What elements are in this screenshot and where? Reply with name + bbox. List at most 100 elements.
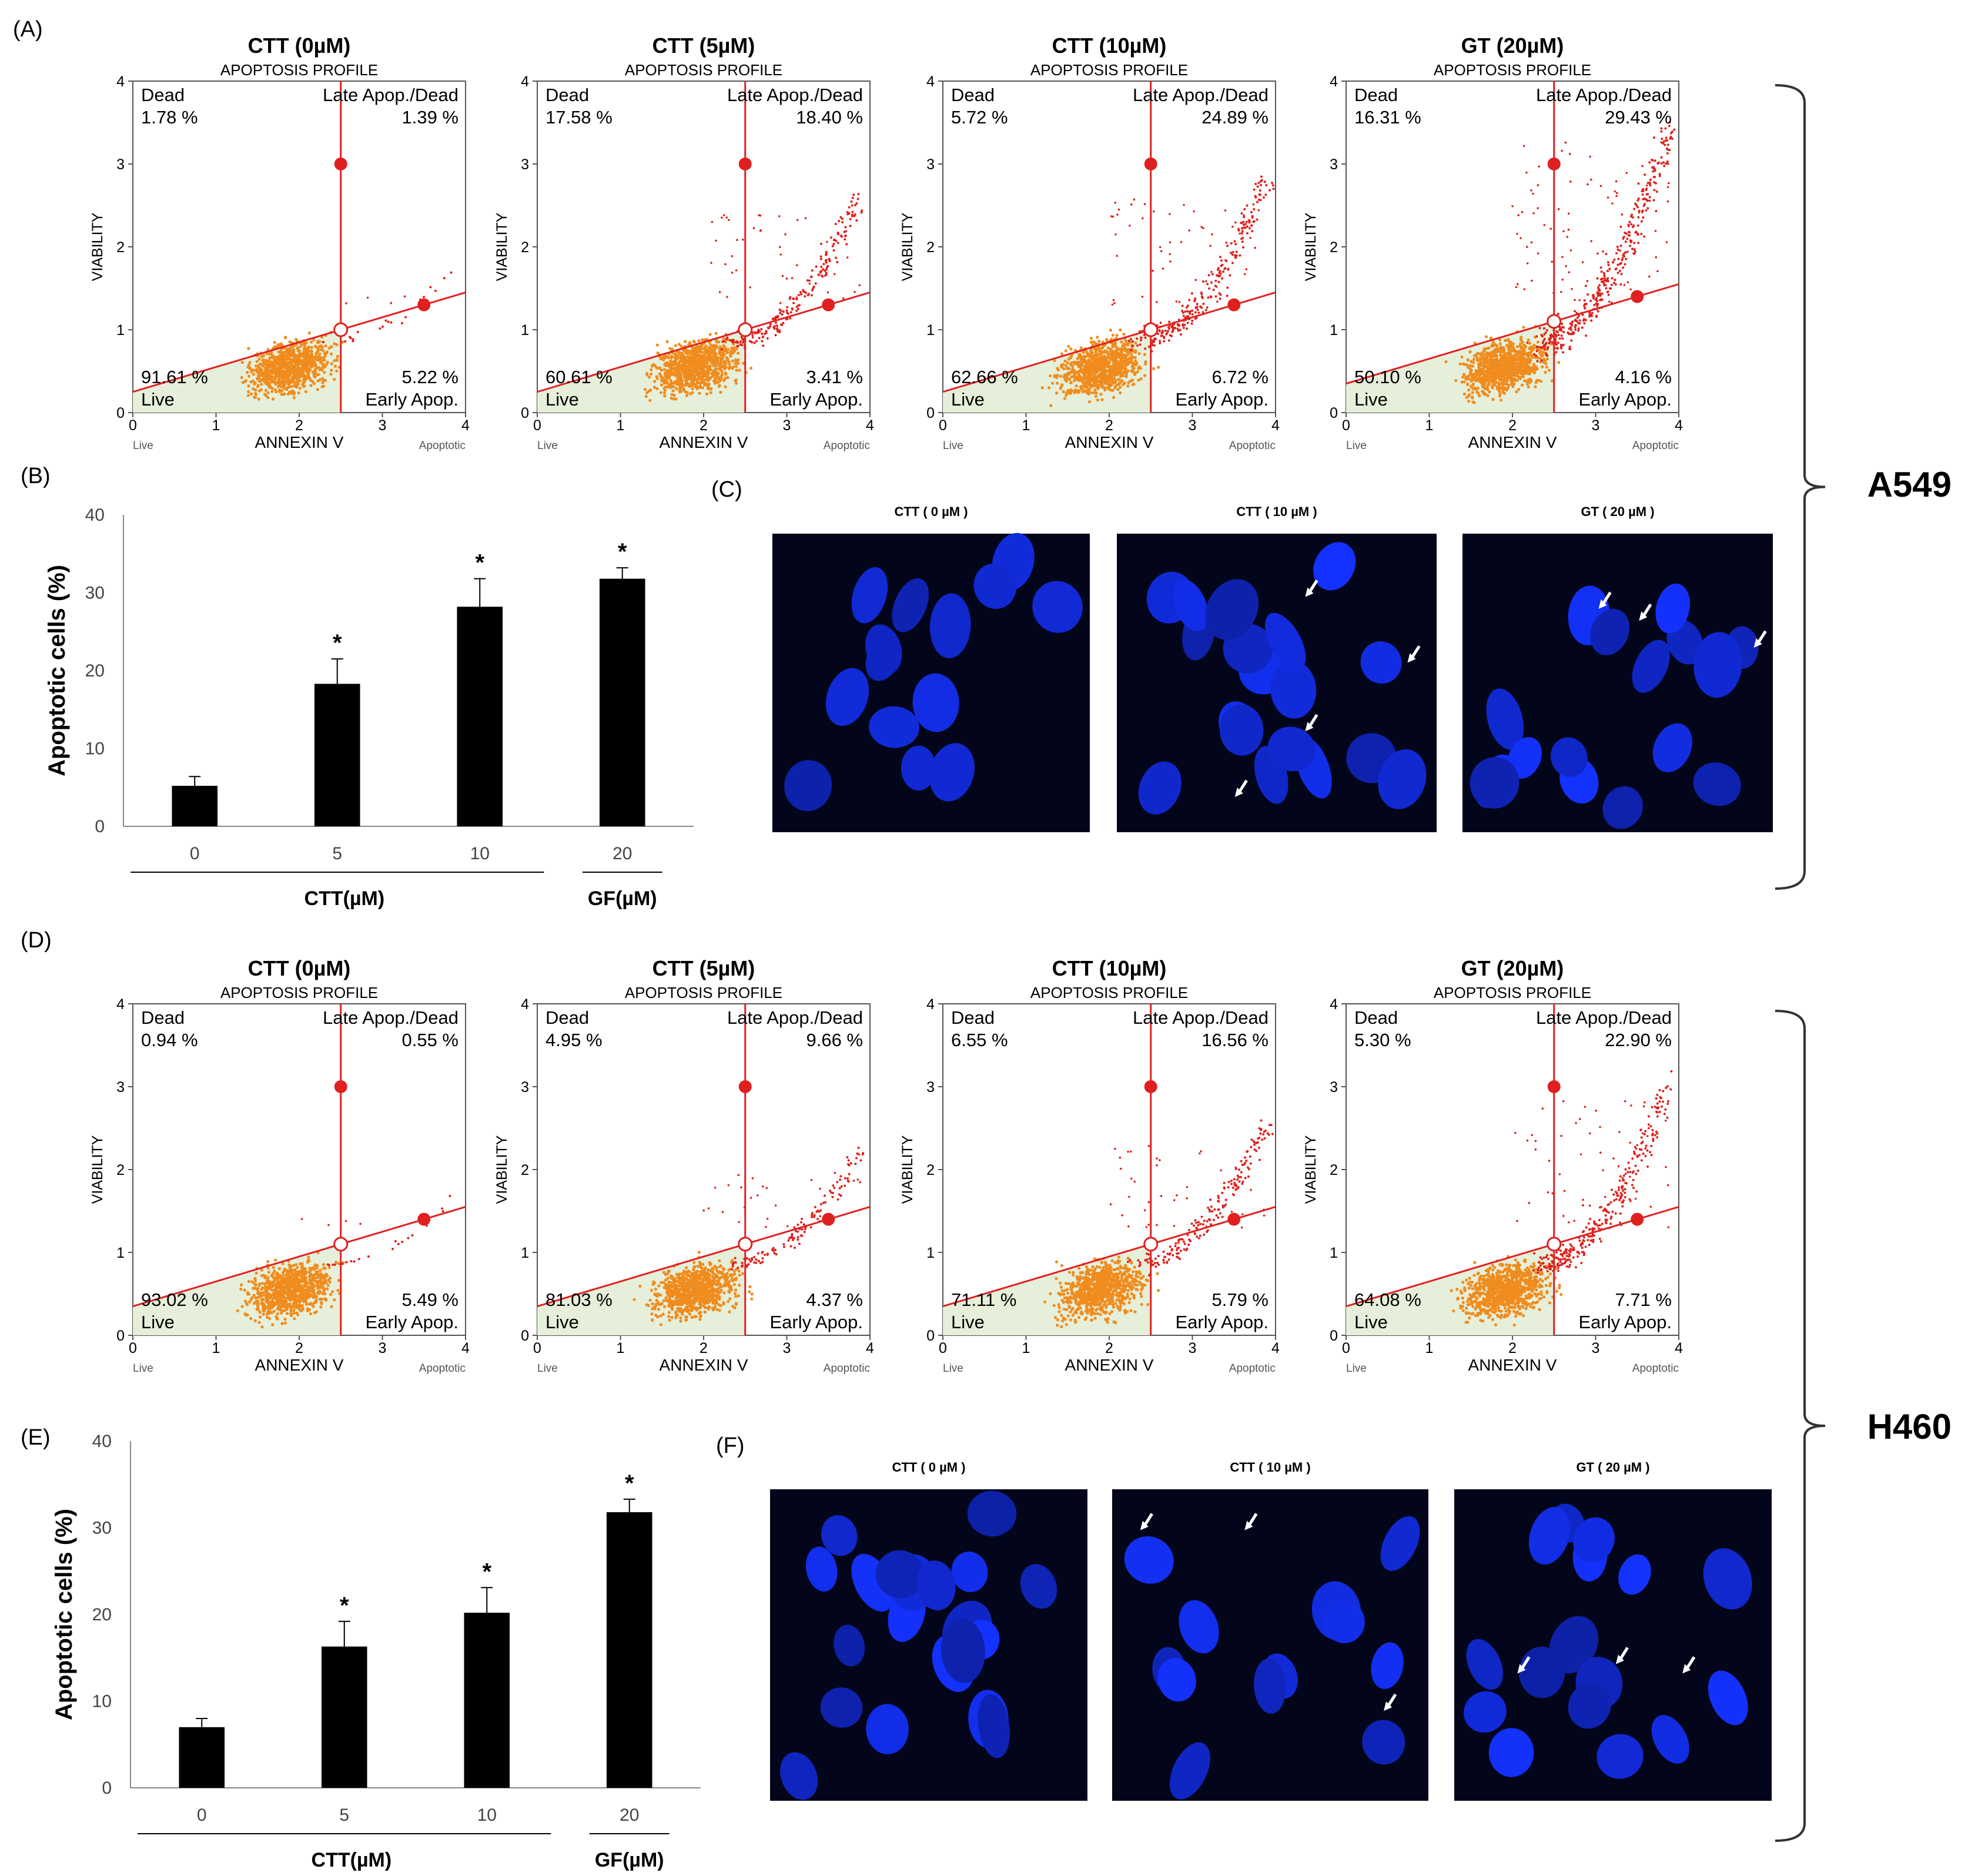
event-dot [1538, 165, 1540, 168]
event-dot [1599, 185, 1602, 187]
event-dot [1524, 363, 1528, 367]
event-dot [271, 371, 275, 375]
event-dot [270, 390, 274, 393]
event-dot [1562, 230, 1565, 233]
event-dot [1130, 353, 1133, 356]
event-dot [667, 370, 670, 374]
event-dot [381, 325, 384, 328]
event-dot [1640, 233, 1643, 236]
event-dot [1141, 217, 1144, 220]
quadrant-dead-label: Dead [951, 85, 995, 105]
event-dot [1539, 346, 1542, 349]
event-dot [319, 1305, 323, 1309]
event-dot [1186, 327, 1189, 330]
event-dot [1653, 136, 1656, 139]
event-dot [1660, 130, 1663, 133]
event-dot [323, 351, 326, 356]
event-dot [727, 348, 730, 351]
event-dot [1484, 335, 1488, 339]
event-dot [250, 369, 254, 372]
event-dot [698, 391, 701, 395]
event-dot [819, 255, 822, 258]
event-dot [1628, 244, 1631, 247]
event-dot [1171, 324, 1174, 327]
event-dot [649, 388, 652, 392]
event-dot [1582, 317, 1585, 320]
event-dot [1508, 371, 1512, 374]
event-dot [734, 364, 738, 369]
event-dot [709, 368, 713, 372]
event-dot [1112, 396, 1116, 399]
event-dot [434, 289, 437, 292]
event-dot [1642, 187, 1645, 190]
event-dot [714, 331, 718, 335]
event-dot [1109, 348, 1113, 351]
event-dot [776, 314, 779, 317]
event-dot [1617, 257, 1620, 260]
event-dot [1468, 350, 1472, 354]
event-dot [1116, 388, 1120, 391]
event-dot [1182, 326, 1185, 329]
event-dot [279, 350, 283, 354]
y-tick-label: 4 [926, 73, 935, 90]
event-dot [1114, 349, 1117, 353]
event-dot [1226, 294, 1229, 297]
event-dot [1547, 369, 1551, 372]
event-dot [1660, 127, 1663, 130]
event-dot [1183, 203, 1185, 206]
event-dot [712, 379, 716, 383]
quadrant-late-value: 29.43 % [1605, 107, 1672, 128]
event-dot [761, 340, 764, 343]
event-dot [1488, 382, 1491, 386]
event-dot [316, 379, 320, 383]
event-dot [1079, 346, 1083, 350]
event-dot [1541, 335, 1544, 338]
event-dot [1574, 299, 1576, 302]
event-dot [1167, 330, 1170, 333]
event-dot [1655, 190, 1658, 193]
event-dot [1049, 404, 1053, 407]
event-dot [1499, 347, 1503, 351]
event-dot [1550, 379, 1554, 383]
event-dot [330, 369, 333, 372]
event-dot [1055, 374, 1059, 378]
flow-subtitle: APOPTOSIS PROFILE [220, 984, 378, 1001]
event-dot [257, 376, 260, 380]
event-dot [1471, 373, 1475, 376]
event-dot [693, 374, 697, 378]
event-dot [1114, 373, 1117, 377]
event-dot [1240, 212, 1243, 215]
event-dot [1462, 373, 1466, 376]
y-tick-label: 3 [1330, 156, 1338, 173]
y-tick-label: 0 [926, 405, 935, 421]
event-dot [1664, 127, 1667, 130]
event-dot [788, 297, 791, 300]
event-dot [1614, 279, 1616, 282]
event-dot [1555, 351, 1558, 354]
event-dot [648, 398, 652, 402]
event-dot [714, 367, 718, 370]
event-dot [1224, 259, 1227, 262]
event-dot [1531, 346, 1534, 349]
event-dot [1642, 198, 1645, 201]
event-dot [708, 376, 712, 380]
event-dot [725, 351, 729, 354]
quadrant-live-value: 50.10 % [1354, 367, 1421, 387]
event-dot [254, 391, 257, 396]
event-dot [786, 311, 789, 314]
event-dot [825, 250, 828, 253]
event-dot [720, 370, 724, 374]
event-dot [754, 331, 757, 334]
event-dot [819, 257, 822, 260]
event-dot [718, 384, 721, 387]
event-dot [247, 390, 250, 394]
event-dot [681, 383, 685, 386]
event-dot [1477, 363, 1481, 366]
event-dot [1117, 377, 1121, 381]
event-dot [1600, 270, 1603, 273]
event-dot [1093, 360, 1097, 364]
event-dot [1209, 295, 1212, 298]
event-dot [1254, 182, 1257, 185]
event-dot [1619, 225, 1622, 228]
event-dot [1202, 227, 1204, 229]
